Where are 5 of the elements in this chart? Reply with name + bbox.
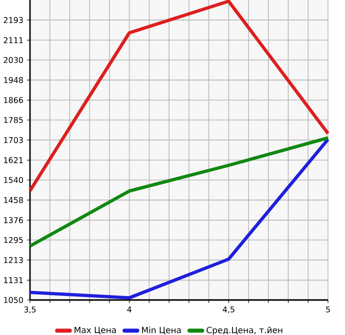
- line-series: [28, 136, 330, 248]
- line-series: [28, 0, 330, 192]
- legend-label: Max Цена: [74, 326, 116, 334]
- legend-label: Min Цена: [142, 326, 181, 334]
- legend-label: Сред.Цена, т.йен: [206, 326, 282, 335]
